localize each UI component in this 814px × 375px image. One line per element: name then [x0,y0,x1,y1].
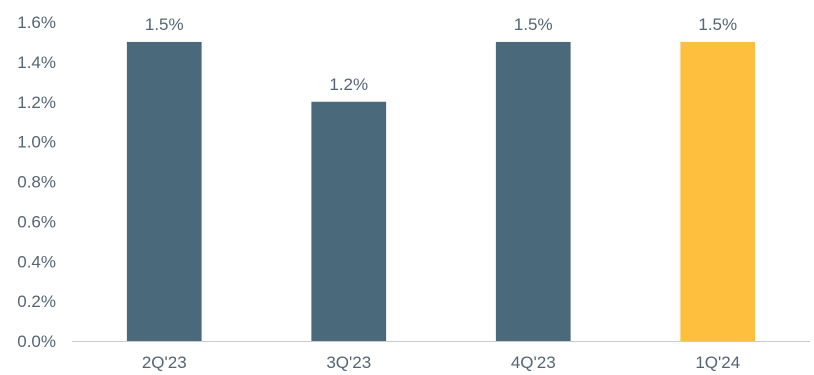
y-tick-label: 1.6% [17,13,56,32]
y-tick-label: 0.8% [17,173,56,192]
x-tick-label: 1Q'24 [695,353,740,372]
data-label: 1.5% [698,15,737,34]
x-axis: 2Q'23 3Q'23 4Q'23 1Q'24 [72,341,810,372]
y-tick-label: 0.2% [17,292,56,311]
x-tick-label: 4Q'23 [511,353,556,372]
y-tick-label: 0.6% [17,212,56,231]
bar-4 [680,41,756,341]
bar-3 [495,41,571,341]
data-label: 1.5% [514,15,553,34]
data-label: 1.2% [329,75,368,94]
y-tick-label: 1.4% [17,53,56,72]
bar-2 [311,101,387,341]
y-tick-label: 1.2% [17,93,56,112]
bar-1 [126,41,202,341]
y-tick-label: 0.4% [17,252,56,271]
y-tick-label: 1.0% [17,133,56,152]
y-axis: 0.0% 0.2% 0.4% 0.6% 0.8% 1.0% 1.2% 1.4% 1.6% [17,13,56,351]
bars [126,41,756,341]
y-tick-label: 0.0% [17,332,56,351]
data-label: 1.5% [145,15,184,34]
x-tick-label: 2Q'23 [142,353,187,372]
data-labels: 1.5% 1.2% 1.5% 1.5% [145,15,737,94]
x-tick-label: 3Q'23 [326,353,371,372]
